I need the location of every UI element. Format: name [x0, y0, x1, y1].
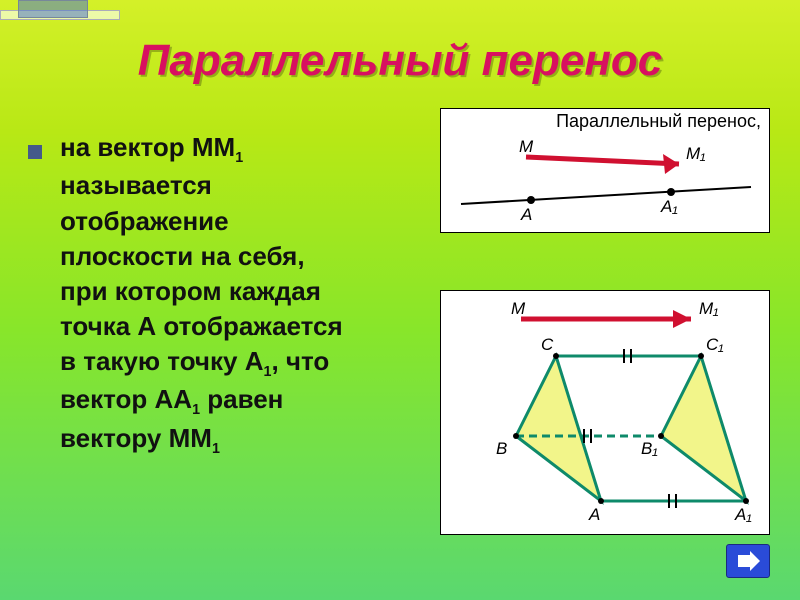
- label-A-b: A: [589, 505, 600, 525]
- next-button[interactable]: [726, 544, 770, 578]
- triangle-right: [661, 356, 746, 501]
- body-text: на вектор ММ1называетсяотображениеплоско…: [60, 130, 430, 459]
- vector-arrowhead-icon: [663, 154, 679, 174]
- figure-prism-svg: [441, 291, 771, 536]
- point-A1: [667, 188, 675, 196]
- label-A: A: [521, 205, 532, 225]
- vector-MM1: [526, 157, 679, 164]
- label-M: M: [519, 137, 533, 157]
- label-B: B: [496, 439, 507, 459]
- label-M1: M₁: [686, 144, 706, 164]
- figure-prism: M M₁ C C₁ B B₁ A A₁: [440, 290, 770, 535]
- slide: Параллельный перенос на вектор ММ1называ…: [0, 0, 800, 600]
- triangle-left: [516, 356, 601, 501]
- page-title: Параллельный перенос: [0, 36, 800, 86]
- label-B1: B₁: [641, 439, 658, 459]
- line-A-A1: [461, 187, 751, 204]
- vector-arrowhead-b-icon: [673, 310, 691, 328]
- label-A1-b: A₁: [735, 505, 752, 525]
- label-C: C: [541, 335, 553, 355]
- corner-decoration: [0, 0, 120, 24]
- bullet-icon: [28, 145, 42, 159]
- label-M1-b: M₁: [699, 299, 719, 319]
- deco-block: [18, 0, 88, 18]
- point-A: [527, 196, 535, 204]
- label-A1: A₁: [661, 197, 678, 217]
- figure-caption: Параллельный перенос,: [556, 111, 761, 132]
- label-C1: C₁: [706, 335, 724, 355]
- tick-marks: [584, 349, 676, 508]
- figure-vector: Параллельный перенос, M M₁ A A₁: [440, 108, 770, 233]
- label-M-b: M: [511, 299, 525, 319]
- arrow-right-icon: [736, 551, 760, 571]
